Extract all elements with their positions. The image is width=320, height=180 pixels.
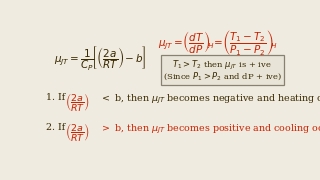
Text: (Since $P_1 > P_2$ and dP + ive): (Since $P_1 > P_2$ and dP + ive) [163,70,282,82]
Text: 2. If: 2. If [46,123,68,132]
Text: $\left(\dfrac{2a}{RT}\right)$: $\left(\dfrac{2a}{RT}\right)$ [65,91,90,113]
Text: 1. If: 1. If [46,93,68,102]
Text: $< $ b, then $\mu_{JT}$ becomes negative and heating occurs.: $< $ b, then $\mu_{JT}$ becomes negative… [100,93,320,106]
Text: $\mu_{JT} = \!\left(\dfrac{dT}{dP}\right)_{\!\!H}\!=\!\left(\dfrac{T_1-T_2}{P_1-: $\mu_{JT} = \!\left(\dfrac{dT}{dP}\right… [158,28,278,57]
FancyBboxPatch shape [161,55,284,85]
Text: $> $ b, then $\mu_{JT}$ becomes positive and cooling occurs.: $> $ b, then $\mu_{JT}$ becomes positive… [100,123,320,136]
Text: $\mu_{JT} = \dfrac{1}{C_P}\!\left[\left(\dfrac{2a}{RT}\right)\!-b\right]$: $\mu_{JT} = \dfrac{1}{C_P}\!\left[\left(… [54,45,147,73]
Text: $T_1 > T_2$ then $\mu_{JT}$ is + ive: $T_1 > T_2$ then $\mu_{JT}$ is + ive [172,59,272,72]
Text: $\left(\dfrac{2a}{RT}\right)$: $\left(\dfrac{2a}{RT}\right)$ [65,121,90,143]
